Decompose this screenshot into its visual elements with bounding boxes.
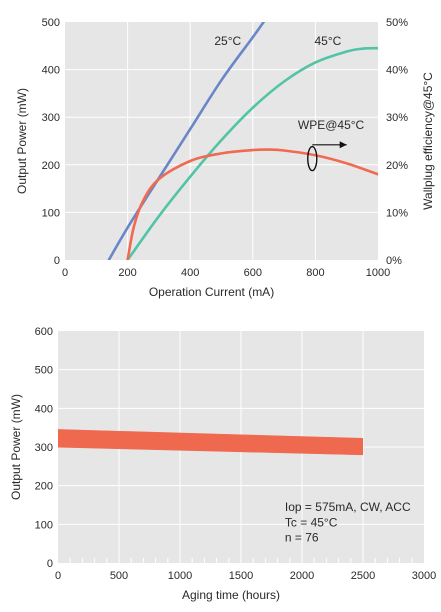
chart-1-y2-axis-label: Wallplug efficiency@45°C: [421, 72, 435, 210]
y-tick-label: 400: [35, 403, 53, 415]
y2-tick-label: 0%: [386, 255, 402, 267]
chart-1-ticks: 0 200 400 600 800 1000 0 100 200 300 400 500 0% 10% 20…: [42, 17, 409, 279]
y-tick-label: 100: [35, 519, 53, 531]
x-tick-label: 0: [62, 267, 68, 279]
y2-tick-label: 10%: [386, 207, 408, 219]
y-tick-label: 0: [54, 255, 60, 267]
y-tick-label: 300: [35, 442, 53, 454]
x-tick-label: 2500: [351, 570, 375, 582]
annotation-45c: 45°C: [315, 34, 342, 48]
y-tick-label: 500: [35, 365, 53, 377]
chart-2-y-axis-label: Output Power (mW): [9, 394, 23, 500]
annotation-25c: 25°C: [214, 34, 241, 48]
marker-arrow-head: [339, 141, 347, 149]
chart-2-x-axis-label: Aging time (hours): [182, 588, 280, 602]
note-n: n = 76: [285, 531, 319, 545]
series-line-25c: [107, 22, 266, 260]
y-tick-label: 0: [47, 558, 53, 570]
y-tick-label: 500: [42, 17, 60, 29]
series-line-45c: [126, 46, 378, 260]
x-tick-label: 0: [55, 570, 61, 582]
y-tick-label: 200: [35, 481, 53, 493]
aging-line: [57, 429, 364, 439]
y-tick-label: 200: [42, 160, 60, 172]
y-tick-label: 100: [42, 207, 60, 219]
annotation-wpe: WPE@45°C: [298, 118, 365, 132]
x-tick-label: 3000: [412, 570, 436, 582]
x-tick-label: 600: [244, 267, 262, 279]
x-tick-label: 1000: [168, 570, 192, 582]
y-tick-label: 400: [42, 65, 60, 77]
chart-1-y-axis-label: Output Power (mW): [15, 88, 29, 194]
y2-tick-label: 50%: [386, 17, 408, 29]
x-tick-label: 2000: [290, 570, 314, 582]
y2-tick-label: 20%: [386, 160, 408, 172]
x-tick-label: 400: [181, 267, 199, 279]
y2-tick-label: 40%: [386, 65, 408, 77]
y-tick-label: 300: [42, 112, 60, 124]
marker-ellipse: [307, 145, 318, 172]
note-iop: Iop = 575mA, CW, ACC: [285, 500, 411, 514]
x-tick-label: 1500: [229, 570, 253, 582]
chart-2-ticks: 0 500 1000 1500 2000 2500 3000 0 100 200 300 400 500…: [35, 326, 437, 582]
y2-tick-label: 30%: [386, 112, 408, 124]
wpe-axis-marker: [307, 141, 347, 172]
chart-1: 0 200 400 600 800 1000 0 100 200 300 400 500 0% 10% 20…: [15, 17, 435, 299]
aging-band: [57, 429, 364, 456]
x-tick-label: 1000: [366, 267, 390, 279]
chart-1-x-axis-label: Operation Current (mA): [149, 285, 274, 299]
y-tick-label: 600: [35, 326, 53, 338]
series-line-wpe45c: [126, 148, 378, 260]
x-tick-label: 200: [118, 267, 136, 279]
chart-1-series-group: [107, 22, 378, 260]
x-tick-label: 500: [110, 570, 128, 582]
chart-2: 0 500 1000 1500 2000 2500 3000 0 100 200 300 400 500…: [9, 326, 436, 602]
note-tc: Tc = 45°C: [285, 515, 338, 529]
x-tick-label: 800: [306, 267, 324, 279]
